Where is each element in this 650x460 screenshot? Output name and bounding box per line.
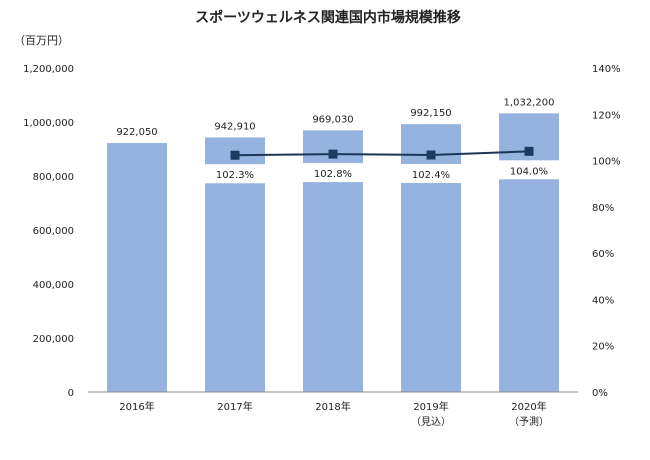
bar-value-label: 922,050 xyxy=(116,127,157,138)
x-axis-label: 2019年 xyxy=(413,400,448,413)
left-tick-label: 200,000 xyxy=(33,334,74,345)
bar-value-label: 942,910 xyxy=(214,121,255,132)
left-tick-label: 600,000 xyxy=(33,226,74,237)
left-tick-label: 400,000 xyxy=(33,280,74,291)
right-tick-label: 80% xyxy=(592,203,614,214)
ratio-marker xyxy=(426,150,436,160)
right-tick-label: 40% xyxy=(592,295,614,306)
x-axis-label-note: （見込） xyxy=(411,416,451,428)
x-axis-label-note: （予測） xyxy=(509,415,549,428)
right-tick-label: 100% xyxy=(592,157,621,168)
ratio-line xyxy=(234,150,530,157)
ratio-value-label: 102.8% xyxy=(314,169,352,180)
bars: 922,050 942,910 969,030 992,150 1,032,200 xyxy=(107,97,559,393)
ratio-value-label: 104.0% xyxy=(510,166,548,177)
ratio-label-background xyxy=(300,163,366,183)
right-tick-label: 20% xyxy=(592,342,614,353)
x-axis-label: 2020年 xyxy=(511,400,546,413)
left-tick-label: 0 xyxy=(68,388,74,399)
right-tick-label: 120% xyxy=(592,110,621,121)
right-axis-ticks: 0% 20% 40% 60% 80% 100% 120% 140% xyxy=(592,64,621,399)
right-tick-label: 60% xyxy=(592,249,614,260)
bar-value-label: 969,030 xyxy=(312,114,353,125)
chart-title: スポーツウェルネス関連国内市場規模推移 xyxy=(195,9,461,26)
bar-value-label: 1,032,200 xyxy=(504,97,555,108)
left-tick-label: 800,000 xyxy=(33,172,74,183)
x-axis-labels: 2016年 2017年 2018年 2019年 （見込） 2020年 （予測） xyxy=(119,400,549,428)
ratio-label-background xyxy=(398,164,464,184)
bar-value-label: 992,150 xyxy=(410,108,451,119)
left-axis-ticks: 0 200,000 400,000 600,000 800,000 1,000,000 1,… xyxy=(23,64,74,399)
bar xyxy=(107,143,167,392)
bar xyxy=(499,113,559,392)
ratio-line-layer: 102.3% 102.8% 102.4% 104.0% xyxy=(202,146,562,184)
right-tick-label: 140% xyxy=(592,64,621,75)
ratio-label-background xyxy=(202,164,268,184)
x-axis-label: 2016年 xyxy=(119,400,154,413)
ratio-marker xyxy=(524,146,534,156)
x-axis-label: 2017年 xyxy=(217,400,252,413)
ratio-label-background xyxy=(496,160,562,180)
left-tick-label: 1,200,000 xyxy=(23,64,74,75)
ratio-value-label: 102.3% xyxy=(216,170,254,181)
x-axis-label: 2018年 xyxy=(315,400,350,413)
ratio-marker xyxy=(328,149,338,159)
ratio-value-label: 102.4% xyxy=(412,170,450,181)
ratio-marker xyxy=(230,150,240,160)
right-tick-label: 0% xyxy=(592,388,608,399)
left-tick-label: 1,000,000 xyxy=(23,118,74,129)
left-axis-unit: （百万円） xyxy=(14,34,69,47)
